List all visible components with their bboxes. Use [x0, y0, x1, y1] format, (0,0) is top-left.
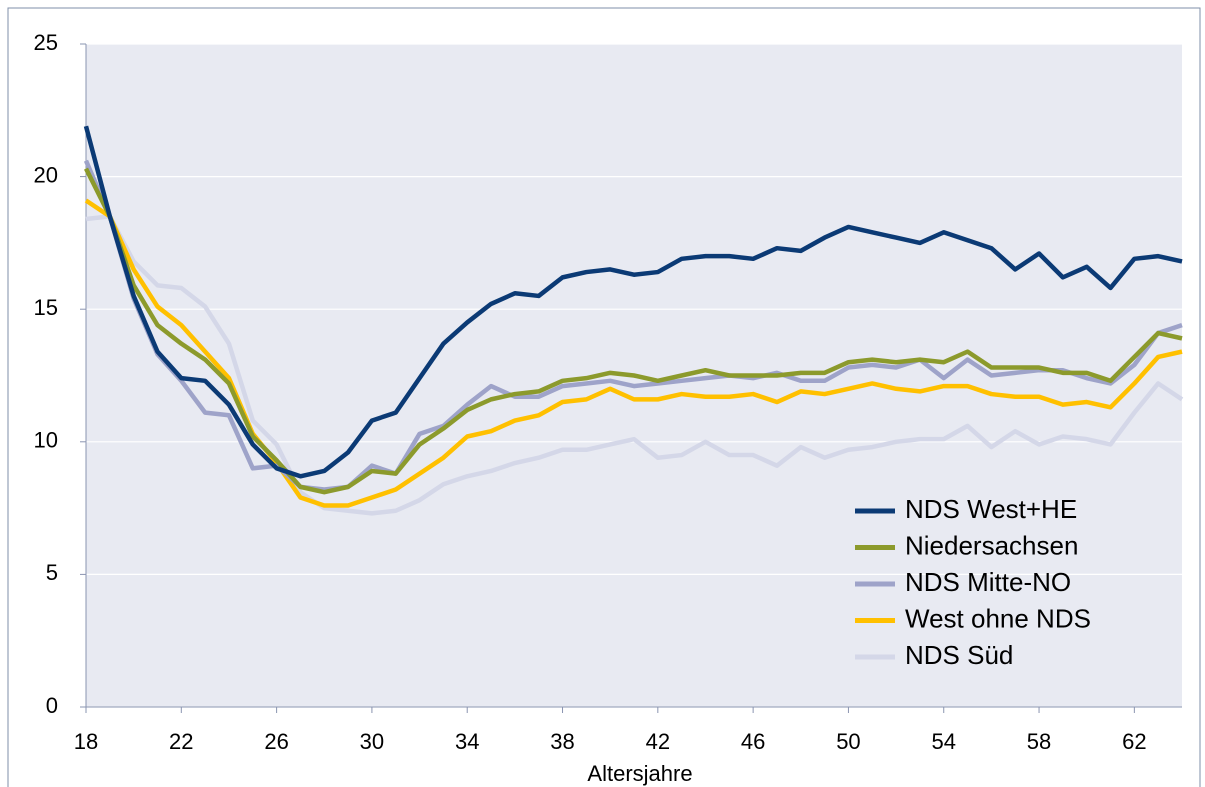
y-tick-label: 25	[34, 30, 58, 55]
x-tick-label: 58	[1027, 729, 1051, 754]
chart-frame	[7, 7, 1201, 787]
x-tick-label: 42	[646, 729, 670, 754]
series-line	[85, 214, 1184, 516]
x-tick-label: 34	[455, 729, 479, 754]
x-tick-label: 26	[264, 729, 288, 754]
y-tick-label: 10	[34, 428, 58, 453]
y-tick-label: 0	[46, 693, 58, 718]
x-tick-label: 62	[1122, 729, 1146, 754]
series-line	[83, 125, 1183, 479]
x-tick-label: 46	[741, 729, 765, 754]
y-tick-label: 5	[46, 560, 58, 585]
x-tick-label: 50	[836, 729, 860, 754]
legend-label: NDS Süd	[905, 640, 1013, 670]
x-tick-label: 38	[550, 729, 574, 754]
legend-label: West ohne NDS	[905, 603, 1091, 633]
x-tick-label: 22	[169, 729, 193, 754]
y-tick-label: 15	[34, 295, 58, 320]
legend-label: NDS Mitte-NO	[905, 567, 1071, 597]
legend-label: Niedersachsen	[905, 530, 1078, 560]
x-axis-label: Altersjahre	[587, 761, 692, 786]
series-line	[83, 167, 1183, 495]
x-tick-label: 30	[360, 729, 384, 754]
x-tick-label: 54	[931, 729, 955, 754]
y-tick-label: 20	[34, 162, 58, 187]
x-tick-label: 18	[74, 729, 98, 754]
series-line	[83, 159, 1183, 492]
legend-label: NDS West+HE	[905, 494, 1077, 524]
